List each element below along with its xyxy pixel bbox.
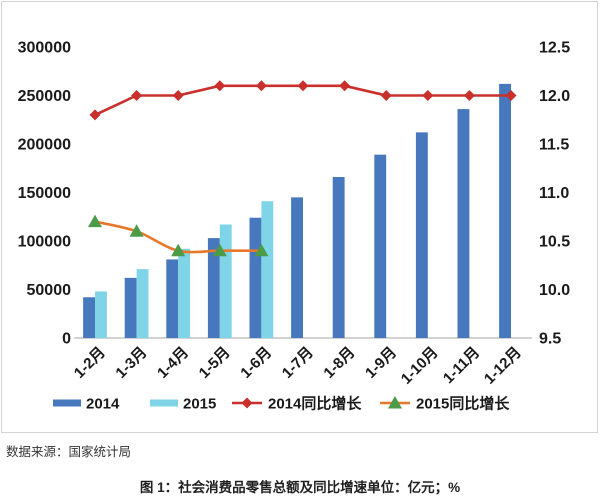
bar-series-2-point-5: [261, 201, 274, 338]
right-axis-tick-label: 11.5: [539, 137, 569, 154]
line-marker-series-4-point-4: [212, 243, 227, 257]
bar-series-1-point-10: [457, 109, 470, 338]
legend-marker-series-3: [241, 397, 253, 409]
left-axis-tick-label: 0: [62, 331, 71, 348]
line-marker-series-3-point-9: [422, 90, 434, 101]
legend-label-series-1: 2014: [86, 396, 120, 413]
right-axis-tick-label: 12.0: [539, 88, 570, 105]
combo-chart: 0 50000 100000 150000 200000 250000 300000 9.5 1…: [1, 1, 598, 433]
left-axis-tick-label: 300000: [18, 40, 71, 57]
line-marker-series-3-point-2: [131, 90, 143, 101]
left-axis-tick-label: 250000: [18, 88, 71, 105]
bar-series-1-point-2: [124, 277, 137, 338]
legend-swatch-series-2: [150, 399, 178, 407]
legend-item: 2014: [53, 396, 120, 413]
legend-marker-series-4: [388, 396, 402, 409]
line-series-group: [88, 80, 517, 257]
bar-series-2-point-3: [178, 248, 191, 338]
line-marker-series-4-point-5: [254, 243, 269, 257]
legend-item: 2014同比增长: [232, 395, 362, 413]
right-axis-tick-label: 10.0: [539, 282, 570, 299]
bar-series-1-point-5: [249, 217, 262, 338]
legend-swatch-series-1: [53, 399, 81, 407]
line-marker-series-3-point-6: [297, 80, 309, 92]
line-marker-series-3-point-8: [380, 90, 392, 101]
left-axis-tick-label: 100000: [18, 234, 71, 251]
right-axis-tick-label: 11.0: [539, 185, 569, 202]
bar-series-1-point-3: [166, 259, 179, 338]
bar-series-2-point-1: [95, 291, 107, 338]
bar-series-1-point-11: [499, 83, 511, 338]
legend-label-series-2: 2015: [183, 396, 216, 413]
line-marker-series-3-point-4: [214, 80, 226, 92]
right-axis-tick-label: 10.5: [539, 234, 570, 251]
right-axis-tick-label: 12.5: [539, 40, 570, 57]
line-marker-series-3-point-1: [89, 109, 101, 121]
data-source-note: 数据来源：国家统计局: [6, 445, 132, 459]
legend-label-series-4: 2015同比增长: [416, 395, 510, 413]
bar-series-1-point-1: [83, 297, 95, 338]
bar-series-2-point-2: [136, 269, 149, 338]
legend-label-series-3: 2014同比增长: [268, 395, 362, 413]
bar-series-1-point-4: [207, 238, 220, 338]
bar-series-2-point-4: [219, 224, 232, 338]
line-marker-series-3-point-7: [339, 80, 351, 92]
right-axis-tick-label: 9.5: [539, 331, 561, 348]
line-marker-series-4-point-2: [129, 224, 144, 237]
line-marker-series-3-point-5: [255, 80, 267, 92]
line-marker-series-3-point-3: [172, 90, 184, 101]
line-marker-series-3-point-10: [463, 90, 475, 101]
left-axis-tick-label: 200000: [18, 137, 71, 154]
left-axis-tick-label: 50000: [27, 282, 72, 299]
legend: 2014 2015 2014同比增长 2015同比增长: [53, 395, 510, 413]
bar-series-1-point-6: [291, 197, 303, 338]
line-marker-series-4-point-1: [88, 214, 102, 228]
bar-series-1-point-7: [332, 176, 345, 338]
bar-series-1-point-9: [415, 132, 428, 338]
legend-item: 2015: [150, 396, 216, 413]
figure-caption: 图 1：社会消费品零售总额及同比增速单位：亿元；%: [139, 480, 461, 495]
line-marker-series-4-point-3: [171, 243, 186, 257]
bar-series-1-point-8: [374, 154, 387, 338]
bar-series-group: [83, 83, 511, 338]
line-marker-series-3-point-11: [505, 90, 517, 101]
left-axis-tick-label: 150000: [18, 185, 71, 202]
legend-item: 2015同比增长: [380, 395, 510, 413]
